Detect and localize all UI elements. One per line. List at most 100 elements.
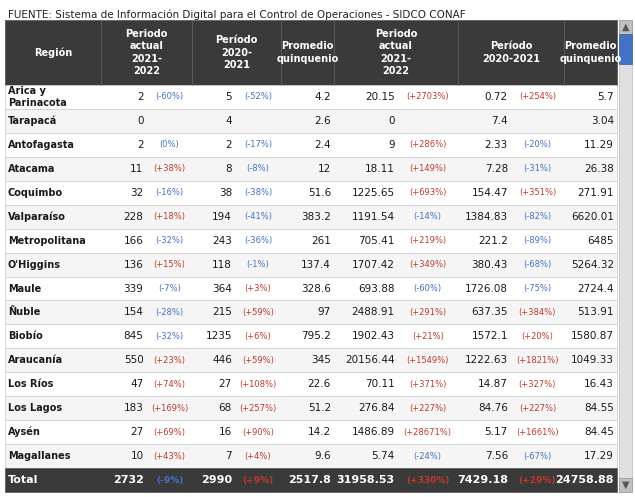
Text: Ñuble: Ñuble: [8, 308, 41, 318]
Text: 383.2: 383.2: [301, 212, 331, 222]
Text: (-9%): (-9%): [156, 476, 183, 485]
Text: 2.6: 2.6: [314, 116, 331, 126]
Text: Periodo
actual
2021-
2022: Periodo actual 2021- 2022: [375, 29, 417, 76]
Text: (+351%): (+351%): [519, 188, 556, 197]
Text: 1902.43: 1902.43: [352, 331, 395, 341]
Text: 166: 166: [124, 236, 144, 246]
Text: 276.84: 276.84: [358, 403, 395, 413]
Text: (-36%): (-36%): [244, 236, 272, 245]
Text: 221.2: 221.2: [478, 236, 508, 246]
Bar: [619, 478, 632, 492]
Text: Promedio
quinquenio: Promedio quinquenio: [559, 41, 622, 64]
Text: (-82%): (-82%): [523, 212, 551, 221]
Text: 4.2: 4.2: [314, 92, 331, 102]
Bar: [5, 205, 617, 229]
Text: ▲: ▲: [622, 22, 629, 32]
Text: (-52%): (-52%): [244, 92, 272, 101]
Bar: [5, 396, 617, 420]
Text: 1235: 1235: [206, 331, 232, 341]
Bar: [5, 276, 617, 301]
Text: (-60%): (-60%): [413, 284, 442, 293]
Bar: [619, 20, 632, 492]
Text: (-32%): (-32%): [156, 332, 184, 341]
Text: 5.7: 5.7: [598, 92, 614, 102]
Text: 137.4: 137.4: [301, 259, 331, 269]
Text: Valparaíso: Valparaíso: [8, 211, 66, 222]
Text: 795.2: 795.2: [301, 331, 331, 341]
Text: Biobío: Biobío: [8, 331, 43, 341]
Text: 345: 345: [311, 355, 331, 365]
Text: Maule: Maule: [8, 283, 41, 294]
Text: 5264.32: 5264.32: [571, 259, 614, 269]
Text: (+286%): (+286%): [409, 140, 446, 150]
Text: Arica y
Parinacota: Arica y Parinacota: [8, 86, 67, 108]
Text: 364: 364: [212, 283, 232, 294]
Text: Atacama: Atacama: [8, 164, 55, 174]
Text: (+149%): (+149%): [409, 165, 446, 173]
Text: Los Lagos: Los Lagos: [8, 403, 62, 413]
Text: 550: 550: [124, 355, 144, 365]
Text: (-14%): (-14%): [414, 212, 442, 221]
Text: 7.4: 7.4: [491, 116, 508, 126]
Text: 16.43: 16.43: [584, 379, 614, 389]
Text: Araucanía: Araucanía: [8, 355, 63, 365]
Text: (-28%): (-28%): [156, 308, 184, 317]
Text: (-16%): (-16%): [156, 188, 184, 197]
Text: (+18%): (+18%): [154, 212, 185, 221]
Text: Los Ríos: Los Ríos: [8, 379, 53, 389]
Text: (+693%): (+693%): [409, 188, 446, 197]
Text: 513.91: 513.91: [577, 308, 614, 318]
Text: 22.6: 22.6: [308, 379, 331, 389]
Bar: [5, 372, 617, 396]
Text: 5: 5: [225, 92, 232, 102]
Text: (+6%): (+6%): [244, 332, 271, 341]
Text: 136: 136: [124, 259, 144, 269]
Text: (+29%): (+29%): [519, 476, 556, 485]
Text: 7.28: 7.28: [485, 164, 508, 174]
Text: 14.2: 14.2: [308, 427, 331, 437]
Text: 20156.44: 20156.44: [345, 355, 395, 365]
Text: 2517.8: 2517.8: [288, 475, 331, 485]
Text: (+59%): (+59%): [242, 356, 274, 365]
Text: ▼: ▼: [622, 480, 629, 490]
Bar: [5, 20, 617, 85]
Text: 18.11: 18.11: [364, 164, 395, 174]
Text: 97: 97: [318, 308, 331, 318]
Text: 6485: 6485: [587, 236, 614, 246]
Text: Magallanes: Magallanes: [8, 451, 70, 461]
Text: 1049.33: 1049.33: [571, 355, 614, 365]
Bar: [5, 301, 617, 325]
Text: 70.11: 70.11: [365, 379, 395, 389]
Bar: [5, 109, 617, 133]
Text: Tarapacá: Tarapacá: [8, 116, 57, 126]
Text: 1486.89: 1486.89: [352, 427, 395, 437]
Text: (+169%): (+169%): [151, 404, 188, 413]
Text: 2: 2: [137, 140, 144, 150]
Bar: [5, 325, 617, 348]
Text: 154: 154: [124, 308, 144, 318]
Text: (+219%): (+219%): [409, 236, 446, 245]
Text: 26.38: 26.38: [584, 164, 614, 174]
Text: FUENTE: Sistema de Información Digital para el Control de Operaciones - SIDCO CO: FUENTE: Sistema de Información Digital p…: [8, 10, 465, 20]
Text: (+21%): (+21%): [412, 332, 444, 341]
Text: 84.45: 84.45: [584, 427, 614, 437]
Text: 3.04: 3.04: [591, 116, 614, 126]
Text: 9.6: 9.6: [314, 451, 331, 461]
Text: Período
2020-
2021: Período 2020- 2021: [215, 35, 258, 70]
Text: Total: Total: [8, 475, 38, 485]
Text: (-7%): (-7%): [158, 284, 181, 293]
Text: 2488.91: 2488.91: [352, 308, 395, 318]
Text: (+20%): (+20%): [521, 332, 553, 341]
Text: (-31%): (-31%): [523, 165, 551, 173]
Text: (-20%): (-20%): [523, 140, 551, 150]
Text: (-89%): (-89%): [523, 236, 551, 245]
Bar: [5, 157, 617, 181]
Text: 0: 0: [388, 116, 395, 126]
Text: 27: 27: [218, 379, 232, 389]
Text: 10: 10: [130, 451, 144, 461]
Text: (-41%): (-41%): [244, 212, 272, 221]
Text: (+1549%): (+1549%): [406, 356, 449, 365]
Text: (+349%): (+349%): [409, 260, 446, 269]
Text: 228: 228: [124, 212, 144, 222]
Text: 2990: 2990: [201, 475, 232, 485]
